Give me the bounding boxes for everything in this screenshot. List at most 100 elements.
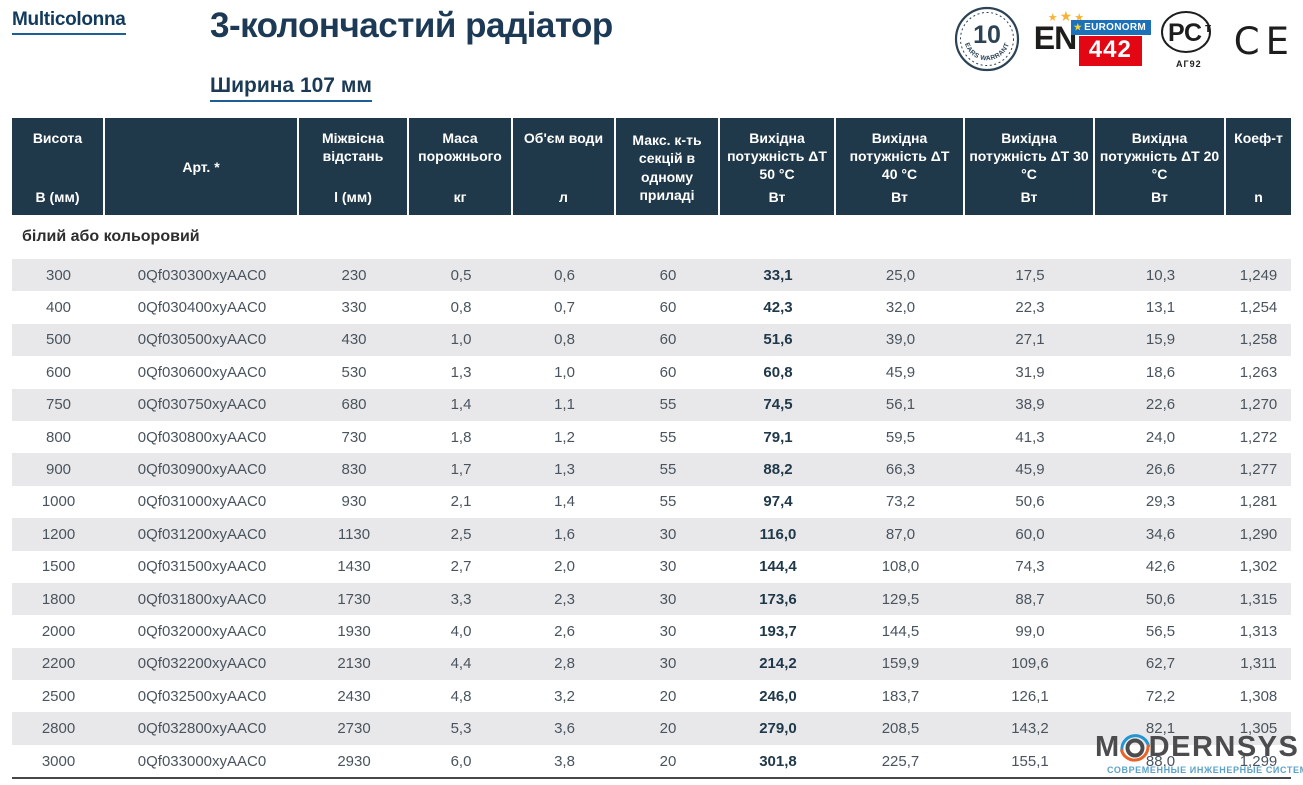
- euronorm-number: 442: [1078, 36, 1142, 66]
- table-section-label: білий або кольоровий: [12, 215, 1291, 259]
- table-cell: 1,270: [1226, 388, 1291, 421]
- table-cell: 1,249: [1226, 259, 1291, 292]
- table-cell: 1000: [12, 485, 105, 519]
- table-cell: 0Qf032000xyAAC0: [105, 615, 299, 648]
- table-cell: 1,3: [409, 356, 513, 389]
- table-row: 1500 0Qf031500xyAAC0 1430 2,7 2,0 30 144,4 108,…: [12, 550, 1291, 583]
- table-cell: 1930: [299, 615, 409, 648]
- table-cell: 4,8: [409, 680, 513, 713]
- watermark-globe-icon: [1119, 733, 1150, 762]
- column-header: Висота В (мм): [12, 118, 105, 215]
- table-cell: 22,3: [965, 291, 1095, 324]
- table-cell: 15,9: [1095, 323, 1226, 357]
- table-cell: 30: [616, 615, 720, 648]
- table-cell: 87,0: [836, 518, 965, 551]
- column-header-label: Вихідна потужність ΔT 20 °C: [1099, 130, 1220, 183]
- table-cell: 0Qf030300xyAAC0: [105, 259, 299, 292]
- table-cell: 38,9: [965, 388, 1095, 421]
- table-cell: 99,0: [965, 615, 1095, 648]
- table-cell: 20: [616, 712, 720, 745]
- pct-sub-label: АГ92: [1175, 59, 1202, 69]
- table-cell: 144,4: [720, 550, 836, 583]
- table-cell: 1130: [299, 518, 409, 551]
- table-cell: 1200: [12, 518, 105, 551]
- table-cell: 3000: [12, 744, 105, 778]
- table-cell: 1,311: [1226, 647, 1291, 681]
- column-header-unit: Вт: [891, 188, 908, 205]
- brand-logo: Multicolonna: [12, 9, 126, 35]
- table-cell: 600: [12, 356, 105, 389]
- table-cell: 126,1: [965, 680, 1095, 713]
- column-header-label: Вихідна потужність ΔT 30 °C: [969, 130, 1089, 183]
- table-cell: 0,6: [513, 259, 616, 292]
- svg-text:т: т: [1205, 20, 1211, 35]
- table-cell: 2,5: [409, 518, 513, 551]
- column-header-label: Арт. *: [182, 159, 220, 176]
- column-header-label: Вихідна потужність ΔT 40 °C: [849, 130, 950, 183]
- table-cell: 193,7: [720, 615, 836, 648]
- table-cell: 0,5: [409, 259, 513, 292]
- table-cell: 2800: [12, 712, 105, 745]
- table-cell: 32,0: [836, 291, 965, 324]
- table-header-row: Висота В (мм) Арт. * Міжвісна відстань l (мм…: [12, 118, 1291, 215]
- watermark-text-left: M: [1095, 731, 1121, 763]
- table-cell: 59,5: [836, 420, 965, 454]
- table-cell: 1,258: [1226, 323, 1291, 357]
- table-cell: 1,0: [409, 323, 513, 357]
- watermark: M DERNSYS СОВРЕМЕННЫЕ ИНЖЕНЕРНЫЕ СИСТЕМЫ: [1095, 731, 1303, 775]
- pct-mark-icon: РС т: [1160, 11, 1211, 53]
- table-cell: 26,6: [1095, 453, 1226, 486]
- table-cell: 1,254: [1226, 291, 1291, 324]
- table-cell: 60,8: [720, 356, 836, 389]
- table-cell: 301,8: [720, 744, 836, 778]
- table-cell: 22,6: [1095, 388, 1226, 421]
- column-header: Об'єм води л: [513, 118, 616, 215]
- table-cell: 0Qf033000xyAAC0: [105, 744, 299, 778]
- table-cell: 129,5: [836, 582, 965, 616]
- table-cell: 34,6: [1095, 518, 1226, 551]
- table-cell: 750: [12, 388, 105, 421]
- table-cell: 88,0: [1095, 744, 1226, 778]
- pct-badge: РС т АГ92: [1158, 10, 1220, 69]
- table-cell: 246,0: [720, 680, 836, 713]
- table-cell: 3,3: [409, 582, 513, 616]
- table-cell: 430: [299, 323, 409, 357]
- table-cell: 1,4: [513, 485, 616, 519]
- table-cell: 173,6: [720, 582, 836, 616]
- table-cell: 225,7: [836, 744, 965, 778]
- column-header-label: Коеф-т: [1234, 130, 1283, 146]
- table-cell: 730: [299, 420, 409, 454]
- table-cell: 66,3: [836, 453, 965, 486]
- table-cell: 60: [616, 356, 720, 389]
- table-cell: 2,3: [513, 582, 616, 616]
- table-row: 3000 0Qf033000xyAAC0 2930 6,0 3,8 20 301,8 225,…: [12, 744, 1291, 778]
- table-cell: 0Qf030750xyAAC0: [105, 388, 299, 421]
- table-cell: 1,6: [513, 518, 616, 551]
- watermark-tagline: СОВРЕМЕННЫЕ ИНЖЕНЕРНЫЕ СИСТЕМЫ: [1107, 765, 1303, 775]
- table-cell: 0,7: [513, 291, 616, 324]
- table-cell: 0Qf032500xyAAC0: [105, 680, 299, 713]
- table-cell: 2,6: [513, 615, 616, 648]
- table-cell: 1,277: [1226, 453, 1291, 486]
- table-cell: 33,1: [720, 259, 836, 292]
- column-header: Арт. *: [105, 118, 299, 215]
- table-cell: 0Qf032200xyAAC0: [105, 647, 299, 681]
- table-cell: 88,2: [720, 453, 836, 486]
- table-cell: 1,302: [1226, 550, 1291, 583]
- certification-badges: 10 YEARS WARRANTY ★★★ EN ★ EURONORM 442 …: [954, 6, 1295, 72]
- table-cell: 1,299: [1226, 744, 1291, 778]
- column-header: Макс. к-ть секцій в одному приладі: [616, 118, 720, 215]
- table-cell: 50,6: [1095, 582, 1226, 616]
- column-header-unit: В (мм): [35, 188, 80, 205]
- table-cell: 55: [616, 453, 720, 486]
- table-cell: 300: [12, 259, 105, 292]
- table-cell: 1,1: [513, 388, 616, 421]
- table-cell: 0,8: [513, 323, 616, 357]
- table-cell: 42,3: [720, 291, 836, 324]
- column-header: Вихідна потужність ΔT 30 °C Вт: [965, 118, 1095, 215]
- table-cell: 330: [299, 291, 409, 324]
- table-cell: 0Qf030900xyAAC0: [105, 453, 299, 486]
- column-header-label: Маса порожнього: [418, 130, 502, 165]
- table-row: 1000 0Qf031000xyAAC0 930 2,1 1,4 55 97,4 73,2 50…: [12, 485, 1291, 519]
- table-cell: 51,6: [720, 323, 836, 357]
